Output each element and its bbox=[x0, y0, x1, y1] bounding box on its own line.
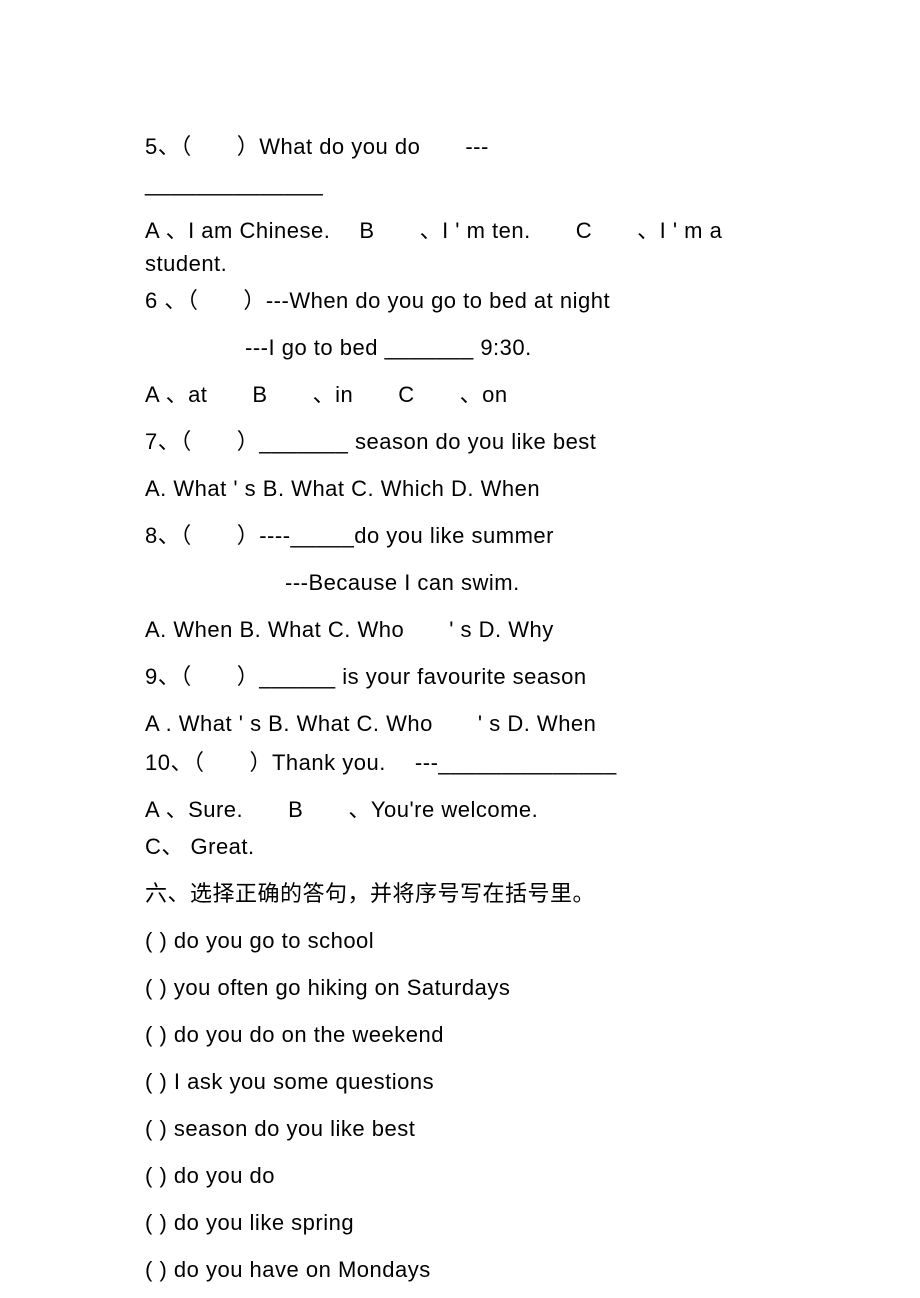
section6-item: ( ) I ask you some questions bbox=[145, 1065, 775, 1098]
q9-opts: A . What ' s B. What C. Who ' s D. When bbox=[145, 707, 775, 740]
section6-item: ( ) do you do on the weekend bbox=[145, 1018, 775, 1051]
q7-opts: A. What ' s B. What C. Which D. When bbox=[145, 472, 775, 505]
section6-item: ( ) do you like spring bbox=[145, 1206, 775, 1239]
q10-line1: 10、（ ）Thank you. ---______________ bbox=[145, 746, 775, 779]
q6-line2: ---I go to bed _______ 9:30. bbox=[145, 331, 775, 364]
q8-opts: A. When B. What C. Who ' s D. Why bbox=[145, 613, 775, 646]
q6-line1: 6 、（ ）---When do you go to bed at night bbox=[145, 284, 775, 317]
q6-opts: A 、at B 、in C 、on bbox=[145, 378, 775, 411]
q5-line1: 5、（ ）What do you do --- bbox=[145, 130, 775, 163]
section6-title: 六、选择正确的答句，并将序号写在括号里。 bbox=[145, 877, 775, 910]
section6-item: ( ) do you do bbox=[145, 1159, 775, 1192]
q10-opts2: C、 Great. bbox=[145, 830, 775, 863]
section6-item: ( ) you often go hiking on Saturdays bbox=[145, 971, 775, 1004]
q5-opts: A 、I am Chinese. B 、I ' m ten. C 、I ' m … bbox=[145, 214, 775, 280]
q8-line1: 8、（ ）----_____do you like summer bbox=[145, 519, 775, 552]
q10-opts1: A 、Sure. B 、You're welcome. bbox=[145, 793, 775, 826]
q8-line2: ---Because I can swim. bbox=[145, 566, 775, 599]
section6-item: ( ) do you go to school bbox=[145, 924, 775, 957]
q5-line2: ______________ bbox=[145, 167, 775, 200]
section6-item: ( ) do you have on Mondays bbox=[145, 1253, 775, 1286]
q7-line1: 7、（ ）_______ season do you like best bbox=[145, 425, 775, 458]
section6-item: ( ) season do you like best bbox=[145, 1112, 775, 1145]
q9-line1: 9、（ ）______ is your favourite season bbox=[145, 660, 775, 693]
